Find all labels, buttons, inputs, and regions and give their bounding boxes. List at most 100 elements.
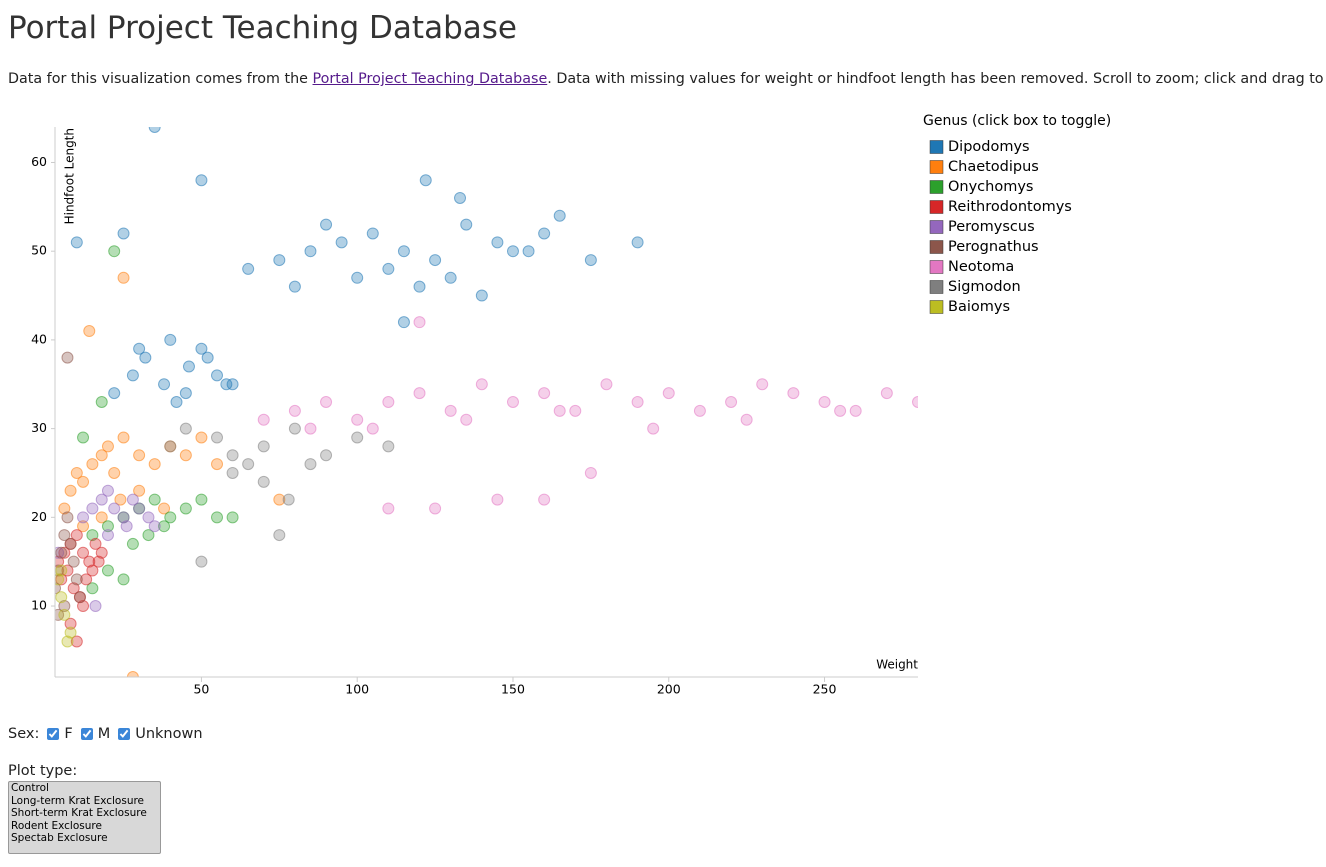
plot-type-option[interactable]: Spectab Exclosure xyxy=(9,832,160,845)
data-point xyxy=(70,635,83,648)
x-axis-label: Weight xyxy=(876,658,918,672)
legend-swatch[interactable] xyxy=(929,160,944,174)
data-point xyxy=(133,484,146,497)
data-point xyxy=(288,422,301,435)
data-point xyxy=(95,396,108,408)
legend-label: Onychomys xyxy=(948,179,1033,195)
data-point xyxy=(64,626,77,639)
data-point xyxy=(211,369,224,382)
data-point xyxy=(460,218,473,231)
data-point xyxy=(179,449,192,462)
data-point xyxy=(397,245,410,258)
data-point xyxy=(444,404,457,417)
data-point xyxy=(413,280,426,293)
chart[interactable]: Hindfoot Length Weight Genus (click box … xyxy=(0,110,1326,700)
legend-swatch[interactable] xyxy=(929,280,944,294)
data-point xyxy=(86,564,99,577)
legend-label: Neotoma xyxy=(948,259,1014,275)
data-point xyxy=(506,396,519,408)
intro: Data for this visualization comes from t… xyxy=(8,71,1326,87)
data-point xyxy=(95,449,108,462)
data-point xyxy=(101,564,114,577)
plot-type-option[interactable]: Short-term Krat Exclosure xyxy=(9,807,160,820)
data-point xyxy=(201,351,214,364)
data-point xyxy=(61,635,74,648)
data-point xyxy=(320,218,333,231)
intro-link[interactable]: Portal Project Teaching Database xyxy=(312,71,548,87)
data-point xyxy=(179,502,192,515)
legend-swatch[interactable] xyxy=(929,140,944,154)
data-point xyxy=(55,546,68,559)
legend-label: Dipodomys xyxy=(948,139,1030,155)
data-point xyxy=(86,582,99,595)
data-point xyxy=(725,396,738,408)
data-point xyxy=(179,422,192,435)
data-point xyxy=(382,396,395,408)
data-point xyxy=(257,440,270,453)
data-point xyxy=(273,493,286,506)
data-point xyxy=(55,573,65,586)
plot-type-select[interactable]: Control Long-term Krat Exclosure Short-t… xyxy=(8,781,161,854)
plot-type-option[interactable]: Long-term Krat Exclosure xyxy=(9,795,160,808)
data-point xyxy=(220,378,233,391)
y-tick-label: 30 xyxy=(31,420,47,435)
sex-checkbox[interactable] xyxy=(118,728,131,740)
data-point xyxy=(179,387,192,400)
data-point xyxy=(600,378,613,391)
legend-swatch[interactable] xyxy=(929,260,944,274)
data-point xyxy=(80,573,93,586)
data-point xyxy=(182,360,195,373)
data-point xyxy=(569,404,582,417)
data-point xyxy=(282,493,295,506)
data-point xyxy=(288,404,301,417)
legend-swatch[interactable] xyxy=(929,200,944,214)
legend-swatch[interactable] xyxy=(929,220,944,234)
data-point xyxy=(61,564,74,577)
data-point xyxy=(70,529,83,542)
data-point xyxy=(304,422,317,435)
sex-checkbox[interactable] xyxy=(80,728,93,740)
data-point xyxy=(108,466,121,479)
data-point xyxy=(101,529,114,542)
data-point xyxy=(83,555,96,568)
y-tick-label: 60 xyxy=(31,154,47,169)
data-point xyxy=(818,396,831,408)
legend-label: Baiomys xyxy=(948,299,1010,315)
sex-checkbox[interactable] xyxy=(47,728,60,740)
data-point xyxy=(429,502,442,515)
legend-label: Perognathus xyxy=(948,239,1039,255)
data-point xyxy=(304,245,317,258)
data-point xyxy=(740,413,753,426)
sex-label: Sex: xyxy=(8,726,40,742)
legend-swatch[interactable] xyxy=(929,300,944,314)
data-point xyxy=(538,493,551,506)
data-point xyxy=(320,396,333,408)
data-point xyxy=(454,191,467,204)
data-point xyxy=(491,236,504,249)
data-point xyxy=(320,449,333,462)
data-point xyxy=(538,387,551,400)
data-point xyxy=(77,520,90,533)
data-point xyxy=(77,475,90,488)
plot-type-option[interactable]: Rodent Exclosure xyxy=(9,820,160,833)
legend-swatch[interactable] xyxy=(929,240,944,254)
data-point xyxy=(148,493,161,506)
data-point xyxy=(158,520,171,533)
data-point xyxy=(304,458,317,471)
sex-option: M xyxy=(97,726,111,742)
data-point xyxy=(117,431,130,444)
data-point xyxy=(117,573,130,586)
data-point xyxy=(397,316,410,329)
data-point xyxy=(288,280,301,293)
data-point xyxy=(55,564,68,577)
y-axis-label: Hindfoot Length xyxy=(63,128,77,224)
legend-title: Genus (click box to toggle) xyxy=(923,113,1111,129)
plot-type-option[interactable]: Control xyxy=(9,782,160,795)
data-point xyxy=(101,440,114,453)
data-point xyxy=(86,502,99,515)
legend-swatch[interactable] xyxy=(929,180,944,194)
data-point xyxy=(126,537,139,550)
data-point xyxy=(195,342,208,355)
data-point xyxy=(133,342,146,355)
data-point xyxy=(211,431,224,444)
